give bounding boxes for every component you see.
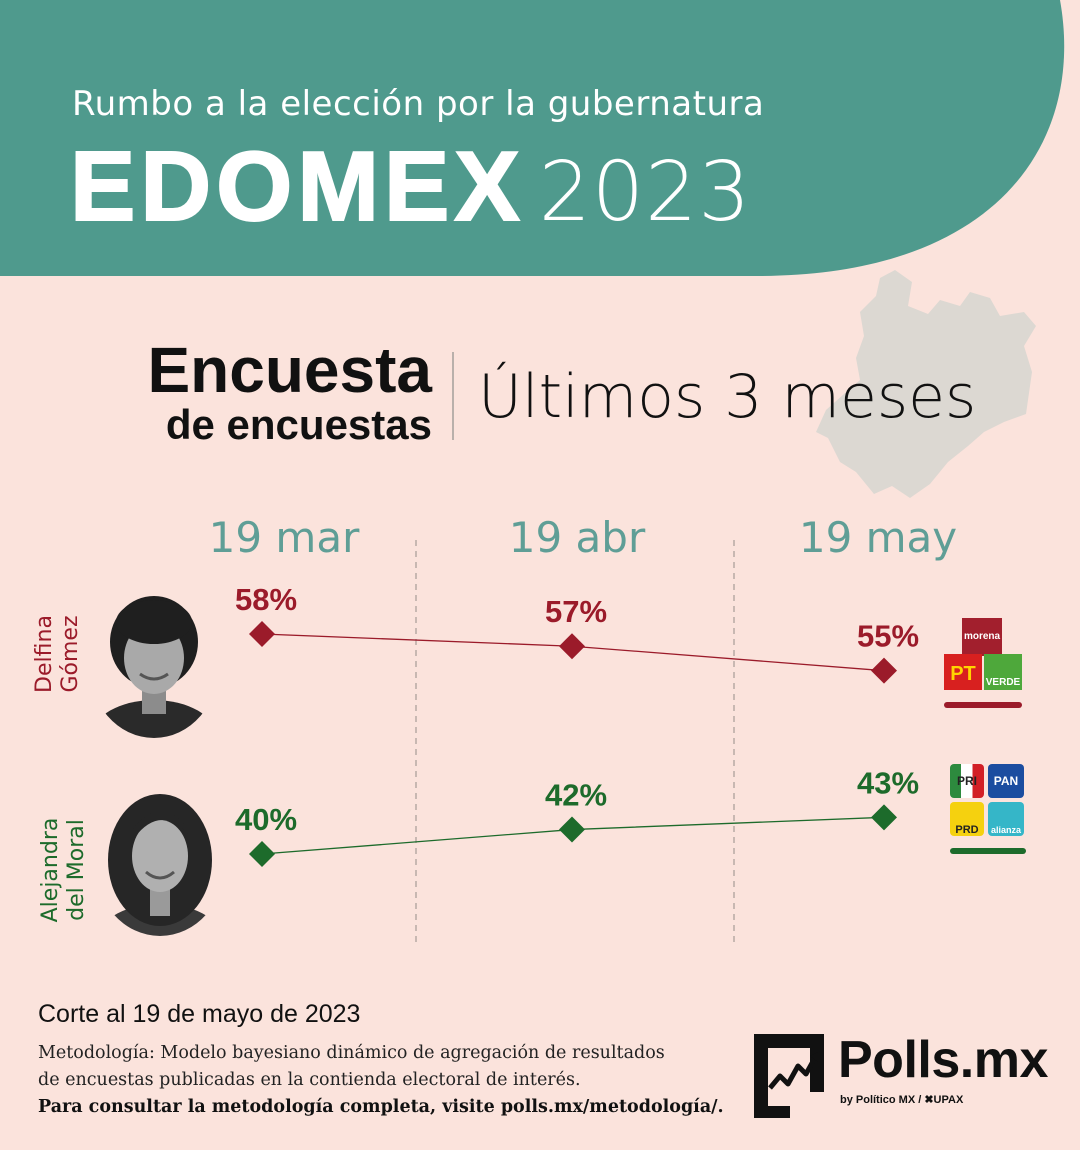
data-label-1-2: 57% bbox=[545, 594, 607, 629]
data-label-2-2: 42% bbox=[545, 778, 607, 813]
header-title-state: EDOMEX bbox=[69, 130, 525, 242]
methodology-link[interactable]: Para consultar la metodología completa, … bbox=[38, 1097, 724, 1117]
party-logos-delfina: morena PT VERDE bbox=[942, 614, 1026, 710]
header-band bbox=[0, 0, 1065, 276]
party-logo-pri: PRI bbox=[950, 764, 984, 798]
coalition-underline-alejandra bbox=[950, 848, 1026, 854]
data-point-2-3 bbox=[871, 804, 897, 831]
section-title-line2: de encuestas bbox=[165, 401, 432, 448]
section-title-line1: Encuesta bbox=[147, 334, 432, 406]
section-title: Encuesta de encuestas bbox=[112, 338, 432, 446]
poll-chart: 19 mar 19 abr 19 may 58% 57% 55% 40% 42% 43% bbox=[209, 513, 957, 945]
methodology-line-1: Metodología: Modelo bayesiano dinámico d… bbox=[38, 1043, 665, 1063]
methodology-line-2: de encuestas publicadas en la contienda … bbox=[38, 1070, 581, 1090]
party-logo-pan: PAN bbox=[988, 764, 1024, 798]
cutoff-date: Corte al 19 de mayo de 2023 bbox=[38, 1000, 361, 1028]
polls-chart-icon bbox=[754, 1034, 824, 1118]
alejandra-del-moral-photo bbox=[94, 786, 226, 936]
header-title: EDOMEX 2023 bbox=[69, 130, 752, 243]
x-tick-label-1: 19 mar bbox=[209, 513, 360, 562]
candidate-name-delfina-line2: Gómez bbox=[58, 615, 83, 693]
x-tick-label-2: 19 abr bbox=[509, 513, 646, 562]
data-point-1-3 bbox=[871, 657, 897, 684]
party-logo-morena: morena bbox=[962, 618, 1002, 656]
party-logo-pt: PT bbox=[944, 654, 982, 690]
candidate-name-delfina: Delfina Gómez bbox=[32, 604, 84, 704]
candidate-name-alejandra-line1: Alejandra bbox=[38, 817, 63, 923]
data-label-1-3: 55% bbox=[857, 619, 919, 654]
data-point-2-1 bbox=[249, 841, 275, 867]
edomex-map-icon bbox=[816, 270, 1036, 498]
header-subtitle: Rumbo a la elección por la gubernatura bbox=[72, 84, 765, 124]
party-logo-verde: VERDE bbox=[984, 654, 1022, 690]
title-divider bbox=[452, 352, 454, 440]
brand-name: Polls.mx bbox=[838, 1031, 1048, 1089]
party-logo-prd: PRD bbox=[950, 802, 984, 836]
brand-byline: by Político MX / ✖UPAX bbox=[840, 1094, 964, 1106]
data-label-2-1: 40% bbox=[235, 802, 297, 837]
coalition-underline-delfina bbox=[944, 702, 1022, 708]
candidate-name-alejandra: Alejandra del Moral bbox=[38, 812, 90, 928]
data-point-1-1 bbox=[249, 621, 275, 647]
delfina-gomez-photo bbox=[88, 586, 220, 738]
header-title-year: 2023 bbox=[538, 145, 752, 240]
methodology-note: Metodología: Modelo bayesiano dinámico d… bbox=[38, 1040, 728, 1121]
data-point-1-2 bbox=[559, 633, 585, 660]
period-label: Últimos 3 meses bbox=[478, 362, 977, 432]
data-label-2-3: 43% bbox=[857, 765, 919, 800]
party-logo-nueva-alianza: alianza bbox=[988, 802, 1024, 836]
candidate-name-delfina-line1: Delfina bbox=[32, 615, 57, 693]
x-tick-label-3: 19 may bbox=[799, 513, 957, 562]
candidate-name-alejandra-line2: del Moral bbox=[64, 819, 89, 921]
data-label-1-1: 58% bbox=[235, 582, 297, 617]
party-logos-alejandra: PRI PAN PRD alianza bbox=[948, 762, 1028, 858]
data-point-2-2 bbox=[559, 816, 585, 843]
